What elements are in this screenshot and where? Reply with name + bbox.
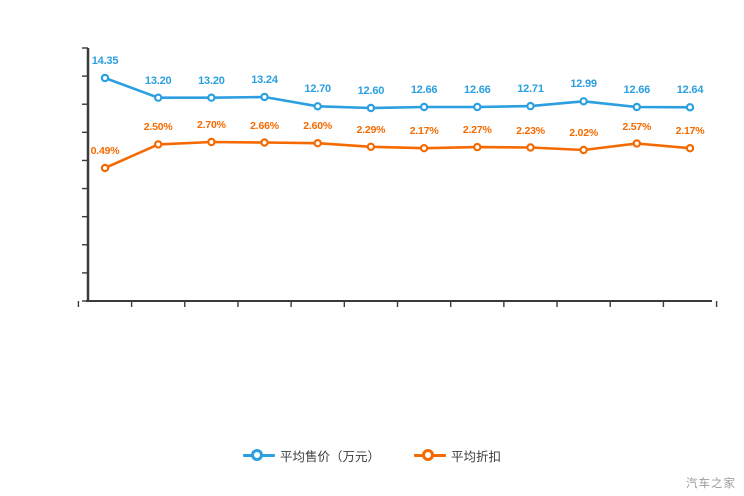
data-point-marker[interactable] bbox=[473, 142, 482, 152]
series-path bbox=[103, 140, 692, 170]
data-point-label: 2.27% bbox=[462, 124, 492, 137]
data-point-label: 12.60 bbox=[357, 85, 385, 97]
data-point-label: 2.17% bbox=[675, 125, 705, 138]
data-point-label: 12.66 bbox=[464, 84, 491, 96]
chart-legend: 平均售价（万元） 平均折扣 bbox=[0, 442, 744, 468]
data-point-label: 12.66 bbox=[623, 84, 651, 96]
data-point-marker[interactable] bbox=[260, 138, 269, 147]
axis-group bbox=[77, 47, 718, 307]
data-point-label: 12.66 bbox=[410, 84, 438, 96]
data-point-marker[interactable] bbox=[526, 143, 535, 152]
series-path bbox=[103, 76, 692, 110]
data-point-label: 2.60% bbox=[303, 120, 333, 133]
data-point-marker[interactable] bbox=[473, 102, 482, 112]
series-line-average-price bbox=[100, 73, 695, 113]
data-point-marker[interactable] bbox=[313, 102, 322, 111]
data-point-label: 2.66% bbox=[250, 119, 279, 132]
data-point-label: 13.24 bbox=[251, 74, 278, 86]
legend-label-average-price: 平均售价（万元） bbox=[279, 449, 380, 464]
data-point-marker[interactable] bbox=[632, 139, 642, 148]
data-point-marker[interactable] bbox=[153, 93, 163, 102]
data-point-marker[interactable] bbox=[260, 92, 269, 102]
data-point-label: 2.23% bbox=[516, 124, 545, 137]
data-point-marker[interactable] bbox=[579, 97, 588, 106]
data-point-label: 12.71 bbox=[517, 83, 544, 96]
data-point-marker[interactable] bbox=[153, 140, 163, 149]
x-axis-ticks bbox=[77, 301, 718, 307]
legend-item-average-price[interactable]: 平均售价（万元） bbox=[242, 446, 380, 465]
data-point-marker[interactable] bbox=[366, 103, 376, 113]
legend-item-average-discount[interactable]: 平均折扣 bbox=[414, 446, 501, 465]
legend-marker-orange-icon bbox=[414, 447, 446, 463]
data-point-label: 2.29% bbox=[356, 123, 386, 136]
data-point-label: 2.17% bbox=[409, 125, 439, 138]
data-point-marker[interactable] bbox=[100, 163, 110, 173]
data-point-marker[interactable] bbox=[419, 102, 429, 112]
data-point-marker[interactable] bbox=[207, 137, 216, 147]
data-point-label: 12.99 bbox=[570, 78, 597, 91]
data-point-marker[interactable] bbox=[366, 142, 376, 151]
data-point-label: 13.20 bbox=[198, 74, 225, 87]
data-point-marker[interactable] bbox=[207, 93, 216, 102]
data-point-marker[interactable] bbox=[526, 101, 535, 111]
legend-marker-blue-icon bbox=[242, 447, 275, 463]
data-point-label: 2.50% bbox=[143, 121, 173, 134]
series-line-average-discount bbox=[100, 137, 695, 173]
data-point-marker[interactable] bbox=[419, 143, 429, 153]
data-point-label: 0.49% bbox=[90, 145, 120, 157]
data-point-marker[interactable] bbox=[632, 102, 642, 112]
y-axis-ticks bbox=[82, 47, 88, 302]
legend-label-average-discount: 平均折扣 bbox=[451, 449, 502, 464]
data-point-marker[interactable] bbox=[685, 103, 695, 112]
data-point-marker[interactable] bbox=[579, 145, 588, 155]
data-point-marker[interactable] bbox=[100, 73, 110, 83]
data-point-marker[interactable] bbox=[313, 138, 322, 148]
data-point-marker[interactable] bbox=[685, 143, 695, 153]
data-point-label: 14.35 bbox=[91, 55, 119, 67]
data-point-label: 13.20 bbox=[144, 74, 172, 87]
watermark-autohome: 汽车之家 bbox=[686, 478, 736, 490]
data-point-label: 12.64 bbox=[676, 84, 704, 97]
data-point-label: 2.57% bbox=[622, 120, 652, 133]
data-point-label: 2.70% bbox=[197, 119, 226, 131]
data-point-label: 2.02% bbox=[569, 127, 598, 139]
data-point-label: 12.70 bbox=[304, 83, 331, 96]
